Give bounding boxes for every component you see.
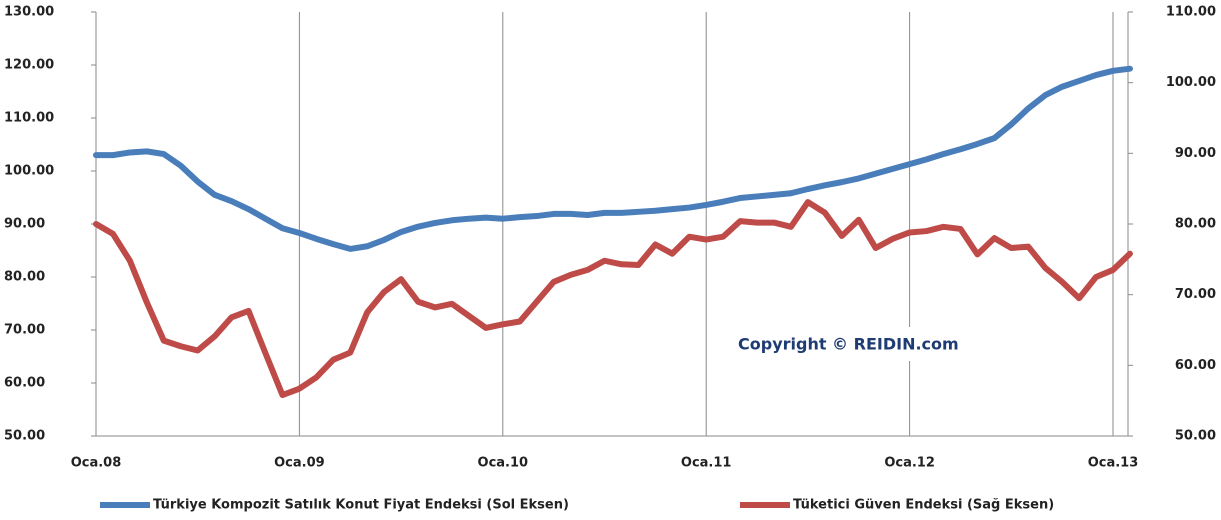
x-tick-label: Oca.08: [71, 456, 122, 471]
y-tick-label: 110.00: [4, 111, 54, 126]
y-tick-label: 70.00: [4, 323, 45, 338]
series-line: [93, 199, 1133, 399]
y2-tick-label: 80.00: [1175, 217, 1216, 232]
y2-tick-label: 90.00: [1175, 146, 1216, 161]
annotation-box: [722, 327, 1022, 361]
legend-label: Tüketici Güven Endeksi (Sağ Eksen): [793, 498, 1054, 513]
x-tick-label: Oca.13: [1088, 456, 1139, 471]
y-tick-label: 80.00: [4, 270, 45, 285]
annotation: Copyright © REIDIN.com: [738, 335, 959, 354]
y-tick-label: 60.00: [4, 376, 45, 391]
y2-tick-label: 50.00: [1175, 429, 1216, 444]
x-tick-label: Oca.09: [274, 456, 325, 471]
y2-tick-label: 100.00: [1166, 75, 1216, 90]
series-line: [93, 65, 1133, 252]
legend-label: Türkiye Kompozit Satılık Konut Fiyat End…: [153, 498, 569, 513]
x-tick-label: Oca.12: [884, 456, 935, 471]
x-tick-label: Oca.11: [681, 456, 732, 471]
x-tick-label: Oca.10: [478, 456, 529, 471]
y-tick-label: 100.00: [4, 164, 54, 179]
y2-tick-label: 60.00: [1175, 358, 1216, 373]
y2-tick-label: 110.00: [1166, 5, 1216, 20]
y-tick-label: 130.00: [4, 5, 54, 20]
y-tick-label: 50.00: [4, 429, 45, 444]
y2-tick-label: 70.00: [1175, 287, 1216, 302]
y-tick-label: 90.00: [4, 217, 45, 232]
y-tick-label: 120.00: [4, 58, 54, 73]
